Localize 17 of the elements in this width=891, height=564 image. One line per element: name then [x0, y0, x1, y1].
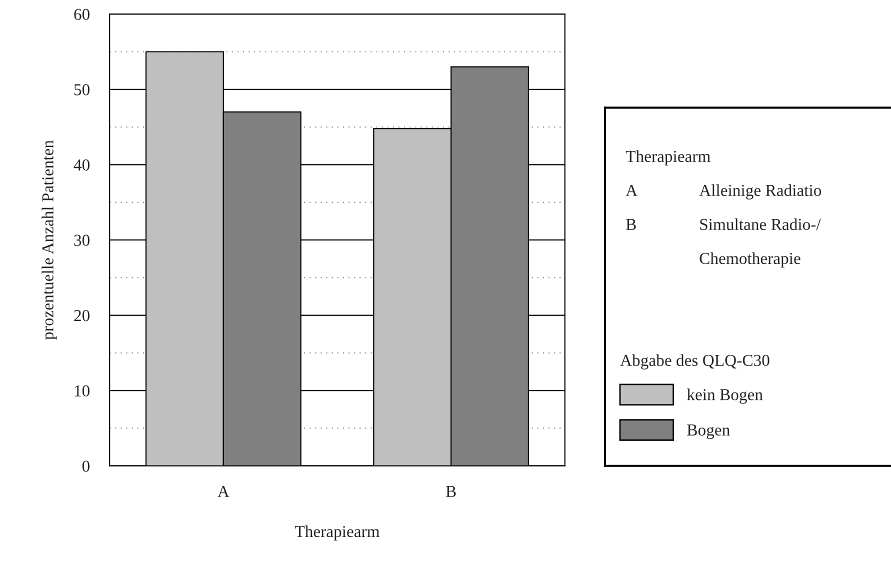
- y-tick-label: 20: [74, 310, 90, 322]
- y-tick-label: 30: [74, 234, 90, 246]
- text: A: [626, 184, 638, 196]
- y-tick-label: 40: [74, 159, 90, 171]
- text: Alleinige Radiatio: [699, 184, 822, 200]
- y-tick-label: 60: [74, 8, 90, 20]
- text: Therapiearm: [626, 150, 710, 166]
- text: Simultane Radio-/ Chemotherapie: [700, 218, 821, 268]
- legend-label: kein Bogen: [686, 388, 763, 404]
- y-tick-label: 0: [82, 460, 90, 472]
- y-tick-label: 50: [74, 84, 90, 96]
- y-axis-title: prozentuelle Anzahl Patienten: [42, 140, 57, 340]
- legend-title: Abgabe des QLQ-C30: [620, 354, 770, 370]
- text: B: [626, 219, 636, 230]
- y-tick-label: 10: [74, 385, 90, 397]
- legend-label: Bogen: [687, 424, 730, 440]
- x-axis-title: Therapiearm: [294, 525, 380, 541]
